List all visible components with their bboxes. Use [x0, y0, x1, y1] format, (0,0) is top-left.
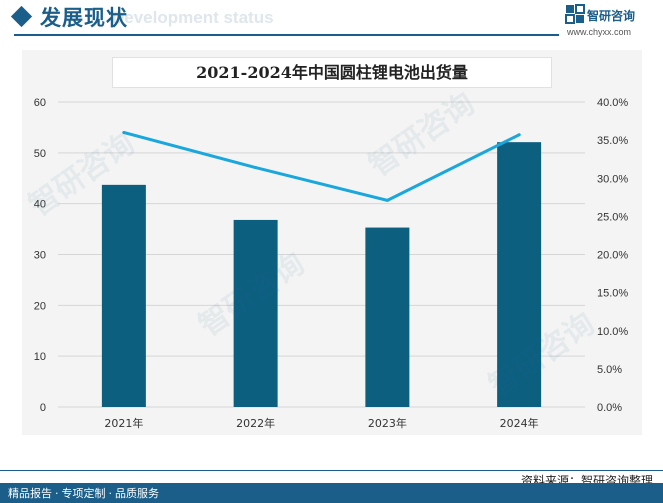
y-right-tick-label: 10.0%: [597, 326, 628, 338]
footer-bar: 精品报告 · 专项定制 · 品质服务: [0, 483, 663, 503]
y-right-tick-label: 30.0%: [597, 173, 628, 185]
bar: [233, 219, 278, 407]
y-left-tick-label: 0: [40, 402, 46, 414]
logo-url: www.chyxx.com: [567, 27, 632, 37]
header-divider: [14, 34, 559, 36]
footer-tag: 品质服务: [115, 487, 159, 500]
bar: [101, 184, 146, 407]
chart-panel: 0 10 20 30 40 50 60 0.0% 5.0% 10.0% 15.0% 20.0% 25.0…: [22, 50, 642, 435]
footer-separator: ·: [55, 487, 59, 500]
line-point: [122, 131, 126, 134]
y-left-tick-label: 60: [34, 97, 46, 109]
bar: [497, 142, 542, 407]
footer-separator: ·: [108, 487, 113, 500]
y-left-tick-label: 50: [34, 148, 46, 160]
header: Development status 发展现状 智研咨询 www.chyxx.c…: [0, 0, 663, 40]
y-right-tick-label: 15.0%: [597, 288, 628, 300]
y-right-tick-label: 40.0%: [597, 97, 628, 109]
chart-title: 2021-2024年中国圆柱锂电池出货量: [112, 57, 552, 88]
footer-tags: 精品报告 · 专项定制 · 品质服务: [8, 485, 159, 501]
line-series-path: [122, 131, 521, 202]
footer-tag: 精品报告: [8, 487, 52, 500]
footer-divider: [0, 470, 663, 471]
y-right-tick-label: 0.0%: [597, 402, 622, 414]
x-tick-label: 2022年: [236, 416, 275, 430]
x-tick-label: 2021年: [104, 416, 143, 430]
logo-icon: [565, 4, 585, 24]
line-point: [254, 166, 258, 170]
x-tick-label: 2024年: [500, 416, 539, 430]
diamond-icon: [10, 5, 33, 28]
y-right-tick-label: 25.0%: [597, 211, 628, 223]
y-right-tick-label: 35.0%: [597, 135, 628, 147]
line-point: [517, 133, 521, 137]
logo-text: 智研咨询: [587, 9, 636, 23]
y-right-tick-label: 5.0%: [597, 364, 622, 376]
footer-tag: 专项定制: [61, 487, 106, 500]
bar: [365, 227, 410, 407]
x-tick-label: 2023年: [368, 416, 407, 430]
y-left-tick-label: 40: [34, 199, 46, 211]
chart-svg: 0 10 20 30 40 50 60 0.0% 5.0% 10.0% 15.0% 20.0% 25.0…: [34, 97, 629, 430]
line-point: [385, 198, 389, 202]
brand-logo: 智研咨询 www.chyxx.com: [565, 4, 660, 40]
y-left-tick-label: 30: [34, 250, 46, 262]
header-subtitle: Development status: [112, 8, 274, 27]
y-right-tick-label: 20.0%: [597, 250, 628, 262]
y-left-tick-label: 10: [34, 351, 46, 363]
header-title: 发展现状: [40, 5, 128, 30]
y-left-tick-label: 20: [34, 300, 46, 312]
